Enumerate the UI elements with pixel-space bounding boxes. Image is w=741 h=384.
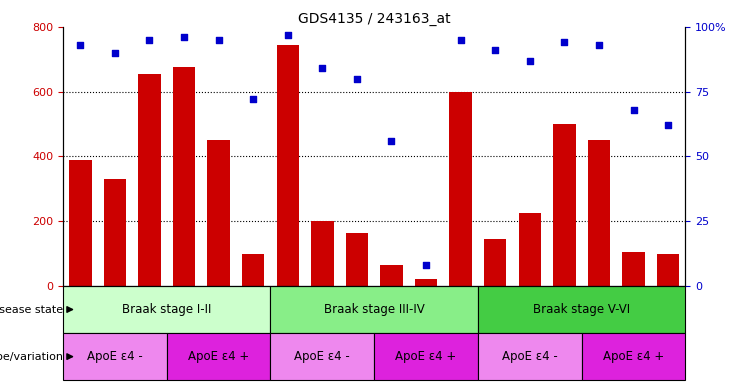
Bar [63, 286, 270, 333]
Text: Braak stage III-IV: Braak stage III-IV [324, 303, 425, 316]
Bar [484, 239, 507, 286]
Text: Braak stage V-VI: Braak stage V-VI [533, 303, 631, 316]
Bar [242, 253, 265, 286]
Bar [622, 252, 645, 286]
Bar [553, 124, 576, 286]
Point [385, 138, 397, 144]
Point [524, 58, 536, 64]
Point [559, 39, 571, 45]
Text: ApoE ε4 -: ApoE ε4 - [502, 350, 558, 363]
Bar [478, 333, 582, 380]
Point [178, 34, 190, 40]
Text: ApoE ε4 -: ApoE ε4 - [294, 350, 350, 363]
Point [455, 37, 467, 43]
Text: Braak stage I-II: Braak stage I-II [122, 303, 211, 316]
Point [247, 96, 259, 103]
Bar [311, 221, 333, 286]
Bar [588, 140, 610, 286]
Bar [69, 160, 92, 286]
Bar [270, 286, 478, 333]
Point [109, 50, 121, 56]
Bar [138, 74, 161, 286]
Point [662, 122, 674, 128]
Point [213, 37, 225, 43]
Text: ApoE ε4 +: ApoE ε4 + [396, 350, 456, 363]
Bar [167, 333, 270, 380]
Bar [519, 213, 541, 286]
Point [351, 76, 363, 82]
Text: ApoE ε4 -: ApoE ε4 - [87, 350, 143, 363]
Bar [657, 253, 679, 286]
Bar [415, 280, 437, 286]
Title: GDS4135 / 243163_at: GDS4135 / 243163_at [298, 12, 451, 26]
Bar [207, 140, 230, 286]
Point [593, 42, 605, 48]
Bar [270, 333, 374, 380]
Bar [276, 45, 299, 286]
Point [144, 37, 156, 43]
Bar [380, 265, 403, 286]
Point [420, 262, 432, 268]
Text: genotype/variation: genotype/variation [0, 352, 63, 362]
Bar [374, 333, 478, 380]
Bar [449, 92, 472, 286]
Bar [582, 333, 685, 380]
Bar [63, 333, 167, 380]
Point [74, 42, 86, 48]
Point [316, 65, 328, 71]
Bar [173, 67, 196, 286]
Point [282, 31, 293, 38]
Point [489, 47, 501, 53]
Point [628, 107, 639, 113]
Bar [478, 286, 685, 333]
Bar [345, 233, 368, 286]
Text: ApoE ε4 +: ApoE ε4 + [188, 350, 249, 363]
Text: disease state: disease state [0, 305, 63, 314]
Bar [104, 179, 126, 286]
Text: ApoE ε4 +: ApoE ε4 + [603, 350, 664, 363]
